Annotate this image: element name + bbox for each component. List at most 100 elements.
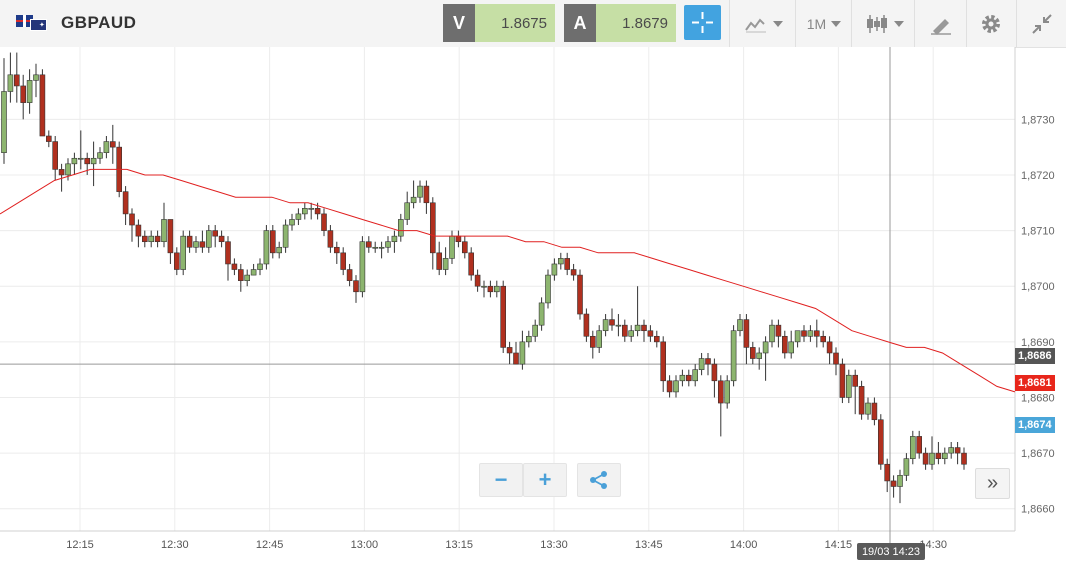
candle: [839, 358, 846, 404]
zoom-in-button[interactable]: +: [523, 463, 567, 497]
candle: [84, 152, 90, 175]
candle: [206, 225, 212, 253]
candle: [39, 69, 46, 137]
candle: [161, 202, 167, 248]
candle-body: [858, 386, 865, 415]
candle: [589, 330, 596, 359]
candle: [564, 252, 571, 276]
candle: [327, 225, 334, 253]
collapse-button[interactable]: [1020, 0, 1064, 47]
candle-body: [263, 230, 270, 265]
candle: [743, 314, 750, 365]
candle: [238, 263, 244, 292]
candle-body: [596, 330, 603, 348]
share-button[interactable]: [577, 463, 621, 497]
candle-body: [890, 480, 897, 487]
candle-body: [225, 241, 231, 265]
candle: [33, 63, 39, 98]
candle-body: [193, 241, 199, 248]
draw-tools-button[interactable]: [918, 0, 964, 47]
chart-type-button[interactable]: [738, 0, 788, 47]
candle: [481, 280, 487, 298]
candle: [122, 186, 129, 226]
candle: [673, 375, 679, 398]
candle-body: [929, 452, 935, 465]
candle: [353, 275, 359, 303]
candle: [941, 447, 948, 465]
candle-body: [449, 235, 455, 259]
candlestick-chart[interactable]: 1,87301,87201,87101,87001,86901,86801,86…: [0, 47, 1066, 563]
candle-body: [717, 380, 724, 404]
candle: [954, 441, 961, 465]
candle: [58, 163, 65, 192]
candle-body: [679, 374, 686, 382]
candle: [769, 319, 775, 348]
candle: [538, 297, 545, 331]
buy-quote-button[interactable]: A 1.8679: [564, 4, 676, 42]
candle: [378, 241, 385, 259]
candle: [269, 225, 276, 259]
candle-body: [737, 319, 743, 332]
candle: [845, 369, 852, 404]
candle-body: [372, 246, 379, 249]
candle: [97, 147, 103, 164]
candle: [135, 219, 142, 248]
candle: [500, 280, 507, 353]
timeframe-button[interactable]: 1M: [800, 0, 848, 47]
candle-body: [231, 263, 238, 270]
candle: [45, 130, 52, 148]
candle-body: [14, 74, 20, 87]
hover-price-label: 1,8686: [1015, 348, 1055, 364]
buy-label: A: [564, 4, 596, 42]
candle: [916, 430, 923, 459]
sell-quote-button[interactable]: V 1.8675: [443, 4, 555, 42]
candle: [519, 330, 526, 370]
candle: [78, 130, 84, 170]
scroll-to-latest-button[interactable]: »: [975, 468, 1010, 499]
candle-body: [353, 280, 359, 293]
candle: [525, 330, 532, 348]
candle-body: [762, 341, 769, 354]
candle-body: [250, 269, 257, 276]
candle-body: [685, 374, 692, 382]
candle: [685, 369, 692, 387]
candle-body: [474, 274, 481, 287]
candle-body: [743, 319, 750, 348]
candle-body: [340, 252, 347, 270]
candle: [436, 241, 443, 276]
candle: [545, 269, 551, 309]
x-tick-label: 14:30: [919, 539, 947, 551]
candle: [922, 447, 929, 470]
candle-body: [269, 230, 276, 254]
chart-area[interactable]: 1,8730 1,8720 1,8710 1,8700 1,8690 1,8680 1,86…: [0, 47, 1066, 563]
candle-body: [238, 269, 244, 281]
candle-body: [180, 235, 186, 270]
candle: [417, 180, 423, 203]
candle: [193, 236, 199, 253]
crosshair-button[interactable]: [684, 5, 721, 40]
candle: [250, 263, 257, 276]
candlestick-icon: [866, 14, 887, 33]
candle-body: [877, 419, 884, 465]
candle: [103, 136, 110, 159]
x-tick-label: 14:15: [825, 539, 853, 551]
candle-body: [154, 235, 161, 243]
candle-body: [167, 219, 174, 254]
instrument-symbol: GBPAUD: [61, 13, 137, 32]
x-tick-label: 12:45: [256, 539, 284, 551]
y-tick-label: 1,8710: [1021, 226, 1055, 238]
candle-body: [961, 452, 967, 465]
candle-style-button[interactable]: [860, 0, 908, 47]
zoom-out-button[interactable]: −: [479, 463, 523, 497]
candle: [813, 319, 820, 348]
candle: [218, 230, 225, 248]
candle-body: [653, 335, 660, 343]
candle-body: [142, 235, 148, 243]
candle: [615, 314, 622, 337]
candle: [359, 236, 366, 298]
settings-button[interactable]: [970, 0, 1012, 47]
candle: [801, 325, 807, 342]
toolbar-divider: [914, 0, 915, 47]
candle: [890, 475, 897, 498]
candle-body: [39, 74, 46, 137]
